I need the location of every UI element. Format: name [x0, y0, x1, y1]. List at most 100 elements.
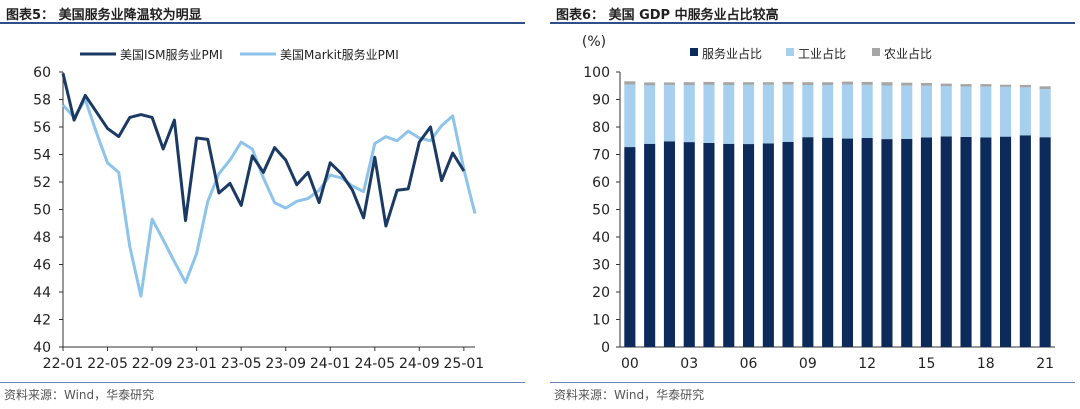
bar-segment [1039, 89, 1051, 138]
x-tick-label: 24-05 [354, 356, 395, 372]
chart-panel-right: 图表6： 美国 GDP 中服务业占比较高 (%) 0 10 20 30 40 50 60 70 8… [550, 0, 1080, 409]
bar-segment [663, 84, 675, 142]
x-tick-label: 24-01 [310, 356, 351, 372]
bar-segment [841, 81, 853, 85]
bar-segment [920, 137, 932, 347]
y-tick-label: 0 [601, 340, 610, 356]
bar-segment [980, 137, 992, 347]
y-tick-label: 54 [33, 148, 51, 164]
bar-segment [1019, 87, 1031, 136]
bar-segment [1000, 84, 1012, 87]
bar-segment [822, 84, 834, 138]
x-tick-label: 22-09 [132, 356, 173, 372]
bar-segment [703, 84, 715, 143]
y-tick-label: 20 [592, 285, 610, 301]
bar-segment [743, 82, 755, 85]
bar-segment [881, 85, 893, 140]
bar-segment [743, 144, 755, 347]
x-tick-label: 23-09 [265, 356, 306, 372]
y-tick-label: 48 [33, 230, 51, 246]
y-tick-label: 50 [33, 203, 51, 219]
bar-segment [782, 84, 794, 142]
bar-segment [802, 137, 814, 347]
title-divider [550, 22, 1075, 24]
y-tick-label: 42 [33, 313, 51, 329]
bar-segment [624, 84, 636, 147]
y-tick-label: 52 [33, 175, 51, 191]
bar-segment [980, 84, 992, 87]
bar-segment [723, 143, 735, 347]
y-tick-label: 46 [33, 258, 51, 274]
y-tick-label: 90 [592, 93, 610, 109]
legend-swatch [872, 48, 880, 56]
bar-segment [1039, 86, 1051, 90]
x-tick-label: 09 [799, 356, 817, 372]
bar-segment [960, 136, 972, 347]
bar-segment [644, 85, 656, 144]
x-tick-label: 06 [740, 356, 758, 372]
bar-segment [841, 138, 853, 347]
bar-segment [822, 82, 834, 85]
legend-label: 美国ISM服务业PMI [120, 47, 223, 62]
series-line [61, 98, 477, 298]
x-tick-label: 22-01 [43, 356, 84, 372]
source-divider [0, 382, 525, 383]
chart-title: 图表6： 美国 GDP 中服务业占比较高 [556, 8, 779, 23]
chart-title: 图表5： 美国服务业降温较为明显 [6, 8, 202, 23]
x-tick-label: 15 [918, 356, 936, 372]
legend-label: 工业占比 [798, 46, 846, 61]
bar-segment [644, 82, 656, 86]
bar-segment [901, 85, 913, 139]
bar-segment [940, 86, 952, 137]
bar-segment [901, 82, 913, 86]
source-note: 资料来源：Wind，华泰研究 [4, 388, 155, 402]
bar-segment [861, 84, 873, 138]
y-tick-label: 40 [592, 230, 610, 246]
bar-segment [663, 141, 675, 347]
bar-segment [782, 141, 794, 347]
bar-segment [861, 81, 873, 85]
y-tick-label: 30 [592, 258, 610, 274]
stacked-bar-chart: (%) 0 10 20 30 40 50 60 70 80 90 100 00 03 06 09 12 15 18 2… [582, 34, 1055, 372]
bar-segment [644, 143, 656, 347]
bar-segment [762, 82, 774, 85]
y-tick-label: 10 [592, 313, 610, 329]
source-note: 资料来源：Wind，华泰研究 [554, 388, 705, 402]
title-divider [0, 22, 525, 24]
bar-segment [920, 83, 932, 86]
bar-segment [624, 81, 636, 85]
y-tick-label: 60 [33, 65, 51, 81]
y-tick-label: 44 [33, 285, 51, 301]
bar-segment [723, 82, 735, 85]
bar-segment [822, 137, 834, 347]
x-tick-label: 23-05 [221, 356, 262, 372]
bar-segment [683, 82, 695, 85]
x-tick-label: 24-09 [399, 356, 440, 372]
bar-segment [683, 142, 695, 347]
legend-swatch [690, 48, 698, 56]
bar-segment [1019, 84, 1031, 88]
x-tick-label: 12 [858, 356, 876, 372]
x-tick-label: 03 [680, 356, 698, 372]
y-tick-label: 80 [592, 120, 610, 136]
bar-segment [802, 84, 814, 138]
bar-segment [1039, 137, 1051, 347]
y-tick-label: 70 [592, 148, 610, 164]
x-tick-label: 18 [977, 356, 995, 372]
x-tick-label: 21 [1036, 356, 1054, 372]
bar-segment [881, 82, 893, 86]
bar-segment [920, 85, 932, 138]
y-tick-label: 56 [33, 120, 51, 136]
bar-segment [624, 147, 636, 347]
bar-segment [940, 83, 952, 87]
y-axis-unit: (%) [582, 34, 606, 50]
y-tick-label: 40 [33, 340, 51, 356]
bar-segment [663, 82, 675, 85]
legend-label: 服务业占比 [702, 46, 762, 61]
bar-segment [683, 84, 695, 143]
source-divider [550, 382, 1075, 383]
bar-segment [841, 84, 853, 139]
bar-segment [802, 82, 814, 85]
y-tick-label: 100 [583, 65, 610, 81]
